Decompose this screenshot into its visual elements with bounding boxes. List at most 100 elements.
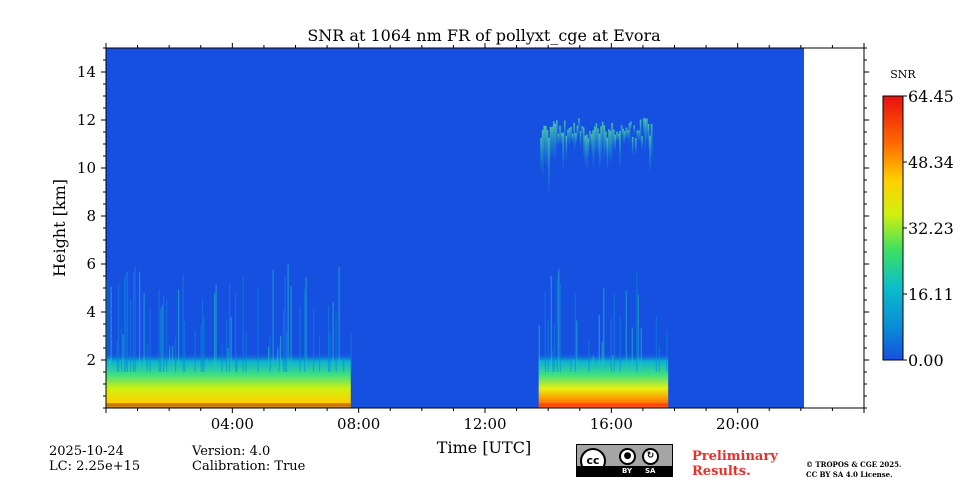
colorbar-tick-label: 16.11 <box>908 285 954 304</box>
signal-streak <box>269 334 271 372</box>
x-axis-label: Time [UTC] <box>437 438 531 457</box>
footer-version: Version: 4.0 <box>192 444 271 459</box>
signal-streak <box>178 289 180 372</box>
cirrus-streak <box>620 125 623 135</box>
cirrus-streak <box>560 132 563 144</box>
y-tick-label: 2 <box>86 351 96 369</box>
signal-streak <box>601 341 603 372</box>
signal-streak <box>598 314 600 372</box>
cirrus-streak <box>587 138 590 158</box>
chart-title: SNR at 1064 nm FR of pollyxt_cge at Evor… <box>307 26 661 45</box>
signal-streak <box>299 305 301 372</box>
ground-layer <box>538 403 669 407</box>
signal-streak <box>182 274 184 372</box>
signal-streak <box>143 293 145 372</box>
cirrus-streak <box>608 129 610 157</box>
signal-streak <box>287 264 289 372</box>
cirrus-streak <box>638 130 640 141</box>
cirrus-streak <box>617 133 620 142</box>
signal-streak <box>242 275 244 372</box>
cirrus-streak <box>623 131 626 143</box>
signal-streak <box>184 321 186 372</box>
signal-streak <box>625 290 627 372</box>
signal-streak <box>636 272 638 372</box>
signal-streak <box>343 359 345 372</box>
y-axis-label: Height [km] <box>50 179 69 277</box>
colorbar-tick-label: 48.34 <box>908 153 954 172</box>
signal-streak <box>166 300 168 372</box>
signal-streak <box>227 348 229 372</box>
y-tick-label: 6 <box>86 255 96 273</box>
preliminary-results-note: Preliminary Results. <box>692 449 778 479</box>
signal-streak <box>214 292 216 372</box>
cirrus-streak <box>576 125 579 141</box>
cirrus-streak <box>581 126 583 134</box>
signal-streak <box>194 330 196 372</box>
signal-streak <box>538 325 540 372</box>
signal-streak <box>328 305 330 372</box>
cirrus-streak <box>565 135 568 160</box>
signal-streak <box>121 327 123 372</box>
signal-streak <box>547 320 549 372</box>
cirrus-streak <box>635 138 637 155</box>
cirrus-streak <box>540 137 542 169</box>
signal-streak <box>286 333 288 372</box>
signal-streak <box>200 325 202 372</box>
signal-streak <box>603 288 605 372</box>
cirrus-streak <box>575 132 577 146</box>
cirrus-streak <box>546 129 549 169</box>
signal-streak <box>235 292 237 372</box>
signal-streak <box>556 278 558 372</box>
plot-area <box>106 48 804 408</box>
signal-streak <box>290 286 292 372</box>
signal-streak <box>109 358 111 372</box>
signal-streak <box>175 337 177 372</box>
y-tick-label: 14 <box>77 63 96 81</box>
x-tick-label: 12:00 <box>463 415 506 433</box>
signal-streak <box>122 334 124 372</box>
colorbar-tick-label: 32.23 <box>908 219 954 238</box>
signal-streak <box>284 275 286 372</box>
cirrus-streak <box>628 122 631 143</box>
cirrus-streak <box>592 130 594 166</box>
signal-streak <box>574 293 576 372</box>
cirrus-streak <box>551 126 553 155</box>
signal-streak <box>305 277 307 372</box>
signal-streak <box>335 313 337 372</box>
cirrus-streak <box>556 120 558 149</box>
footer-date: 2025-10-24 <box>49 444 124 459</box>
footer-lc: LC: 2.25e+15 <box>49 459 141 474</box>
signal-streak <box>226 319 228 372</box>
signal-streak <box>169 346 171 372</box>
cirrus-streak <box>543 125 546 163</box>
signal-streak <box>125 272 127 372</box>
signal-streak <box>350 333 352 372</box>
signal-streak <box>332 301 334 372</box>
cirrus-streak <box>573 122 576 150</box>
cirrus-streak <box>570 126 572 141</box>
signal-streak <box>118 283 120 372</box>
cirrus-streak <box>552 121 555 158</box>
signal-streak <box>124 277 126 372</box>
signal-streak <box>610 318 612 372</box>
signal-streak <box>619 316 621 372</box>
signal-streak <box>229 284 231 372</box>
signal-streak <box>553 323 555 372</box>
cirrus-streak <box>625 127 628 139</box>
cirrus-streak <box>614 134 617 152</box>
cirrus-streak <box>578 118 580 133</box>
measurement-period-1 <box>106 264 352 408</box>
signal-streak <box>631 327 633 372</box>
cirrus-streak <box>647 123 650 149</box>
copyright-note: © TROPOS & CGE 2025. CC BY SA 4.0 Licens… <box>806 460 902 479</box>
cirrus-streak <box>603 125 606 161</box>
signal-streak <box>640 328 642 372</box>
cirrus-streak <box>622 128 624 143</box>
signal-streak <box>163 296 165 372</box>
cirrus-streak <box>548 137 550 192</box>
signal-streak <box>613 293 615 372</box>
signal-streak <box>559 283 561 372</box>
cirrus-streak <box>562 132 564 169</box>
cirrus-streak <box>600 126 602 162</box>
